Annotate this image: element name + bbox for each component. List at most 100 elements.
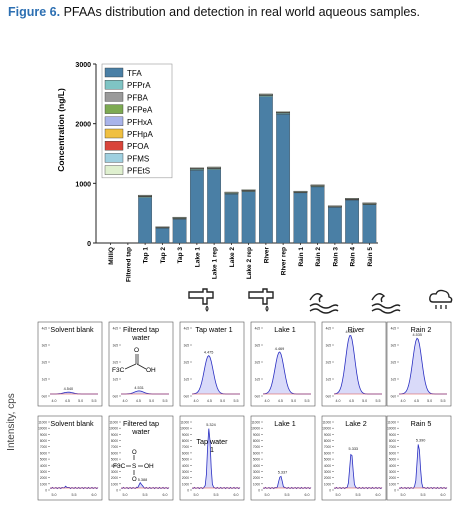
legend-swatch xyxy=(104,92,124,102)
x-tick-label: 5.5 xyxy=(143,493,148,497)
figure-caption-text: PFAAs distribution and detection in real… xyxy=(60,5,421,19)
y-tick-label: 1000 xyxy=(182,482,189,486)
structure-left: F3C xyxy=(113,463,126,470)
x-tick-label: Rain 4 xyxy=(350,247,357,267)
chromatogram-panel: 1100010000900080007000600050004000300020… xyxy=(37,415,103,501)
y-tick-label: 4000 xyxy=(324,464,331,468)
y-tick-label: 4e5 xyxy=(42,327,48,331)
y-tick-label: 2e5 xyxy=(391,361,397,365)
intensity-ylabel: Intensity, cps xyxy=(6,393,17,451)
x-tick-label: 4.5 xyxy=(136,399,141,403)
y-tick-label: 1000 xyxy=(111,482,118,486)
peak-label: 5.324 xyxy=(206,423,216,427)
y-tick-label: 10000 xyxy=(387,427,396,431)
wave-lines xyxy=(371,293,401,314)
sulfonic-acid-structure: F3C S O O OH xyxy=(113,450,154,483)
y-tick-label: 4e5 xyxy=(184,327,190,331)
panel-title: Tap water 1 xyxy=(195,325,232,334)
y-tick-label: 11000 xyxy=(38,421,47,425)
peak-label: 5.333 xyxy=(349,447,359,451)
peak-fill xyxy=(192,355,240,394)
chromatogram-figure: Intensity, cps 4e5 3e5 2e5 1e5 0e0 4.0 4.5 5.0 5… xyxy=(6,288,453,501)
structure-oxygen: O xyxy=(134,347,139,354)
x-tick-label: 5.0 xyxy=(265,493,270,497)
x-tick-label: 5.5 xyxy=(376,399,381,403)
panel-title-line2: water xyxy=(131,427,150,436)
peak-label: 4.459 xyxy=(345,330,355,334)
y-tick-label: 0 xyxy=(329,489,331,493)
x-tick-label: 5.0 xyxy=(336,493,341,497)
bar-segment xyxy=(345,198,360,200)
bar-segment xyxy=(293,190,308,192)
x-tick-label: 5.0 xyxy=(194,493,199,497)
bar-segment xyxy=(362,204,377,244)
tap-body xyxy=(188,288,214,305)
bar-segment xyxy=(172,216,187,218)
y-tick-label: 5000 xyxy=(40,458,47,462)
bar-segment xyxy=(327,207,342,244)
y-tick-label: 2000 xyxy=(324,476,331,480)
structure-right: OH xyxy=(144,463,154,470)
y-tick-label: 8000 xyxy=(389,439,396,443)
panel-title: Filtered tap xyxy=(123,325,159,334)
bar-segment xyxy=(276,111,291,113)
x-tick-label: 4.0 xyxy=(52,399,57,403)
chromatogram-panel: 1100010000900080007000600050004000300020… xyxy=(108,415,174,501)
bar-segment xyxy=(189,167,204,169)
y-tick-label: 1e5 xyxy=(184,378,190,382)
y-tick-label: 11000 xyxy=(322,421,331,425)
rain-cloud-icon xyxy=(429,289,453,309)
x-tick-label: 6.0 xyxy=(234,493,239,497)
y-tick-label: 11000 xyxy=(251,421,260,425)
y-tick-label: 0 xyxy=(45,489,47,493)
x-tick-label: 5.0 xyxy=(123,493,128,497)
x-tick-label: 4.5 xyxy=(65,399,70,403)
y-tick-label: 1000 xyxy=(389,482,396,486)
x-tick-label: 5.5 xyxy=(285,493,290,497)
peak-label: 4.531 xyxy=(134,386,144,390)
y-tick-label: 0e0 xyxy=(326,395,332,399)
y-tick-label: 9000 xyxy=(324,433,331,437)
legend-swatch xyxy=(104,165,124,175)
panel-title-line2: water xyxy=(131,333,150,342)
y-tick-label: 4000 xyxy=(182,464,189,468)
y-tick-label: 1000 xyxy=(75,181,91,188)
x-tick-label: MilliQ xyxy=(108,247,115,265)
y-tick-label: 10000 xyxy=(38,427,47,431)
peak-label: 5.390 xyxy=(416,438,426,442)
y-tick-label: 9000 xyxy=(111,433,118,437)
y-tick-label: 7000 xyxy=(389,445,396,449)
x-tick-label: 5.5 xyxy=(72,493,77,497)
y-tick-label: 2000 xyxy=(182,476,189,480)
bar-segment xyxy=(241,189,256,191)
legend-label: PFOA xyxy=(127,142,149,151)
y-tick-label: 2e5 xyxy=(184,361,190,365)
y-tick-label: 0 xyxy=(394,489,396,493)
cloud-shape xyxy=(429,289,453,303)
panel-title: Solvent blank xyxy=(50,419,94,428)
x-tick-label: Rain 5 xyxy=(367,247,374,267)
x-tick-label: 6.0 xyxy=(376,493,381,497)
legend-label: PFBA xyxy=(127,93,149,102)
legend-label: PFPrA xyxy=(127,81,151,90)
y-tick-label: 0e0 xyxy=(42,395,48,399)
x-tick-label: River xyxy=(263,247,270,264)
legend-label: PFMS xyxy=(127,154,149,163)
panel-title: River xyxy=(348,325,365,334)
bar-segment xyxy=(172,218,187,244)
x-tick-label: Filtered tap xyxy=(125,247,132,282)
legend-label: PFEtS xyxy=(127,167,150,176)
y-tick-label: 4e5 xyxy=(255,327,261,331)
y-tick-label: 11000 xyxy=(387,421,396,425)
y-tick-label: 1e5 xyxy=(42,378,48,382)
chromatogram-panel: 4e5 3e5 2e5 1e5 0e0 4.0 4.5 5.0 5.5 4.469 Lake 1 xyxy=(250,321,316,407)
x-tick-label: 5.0 xyxy=(427,399,432,403)
bar-segment xyxy=(258,93,273,95)
y-tick-label: 6000 xyxy=(389,451,396,455)
x-tick-label: 4.0 xyxy=(123,399,128,403)
chromatogram-panel: 4e5 3e5 2e5 1e5 0e0 4.0 4.5 5.0 5.5 4.531 Filtered… xyxy=(108,321,174,407)
x-tick-label: Rain 3 xyxy=(332,247,339,267)
bond xyxy=(136,363,147,370)
panel-title-line2: 1 xyxy=(210,445,214,454)
peak-label: 5.388 xyxy=(138,478,148,482)
